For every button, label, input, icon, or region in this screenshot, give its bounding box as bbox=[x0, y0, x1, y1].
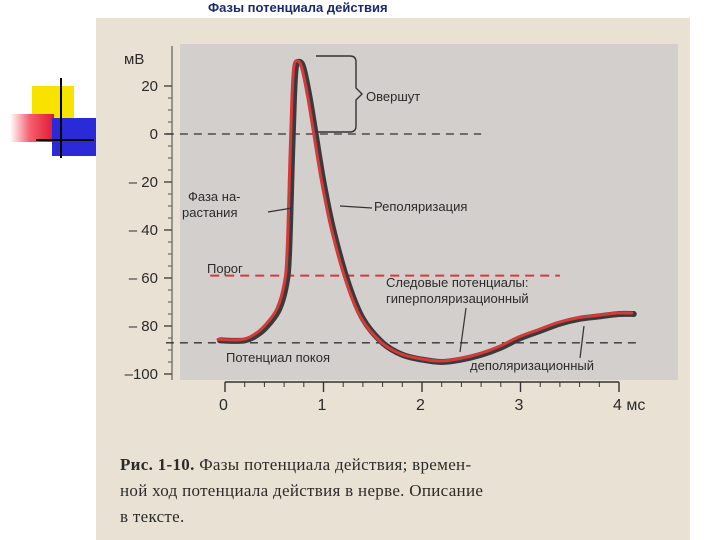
y-tick-label: 0 bbox=[150, 126, 158, 143]
series-point bbox=[631, 312, 633, 314]
annotation-repolarization: Реполяризация bbox=[374, 199, 467, 214]
reference-lines bbox=[165, 133, 639, 344]
annotation-trace-potentials: Следовые потенциалы: bbox=[386, 275, 529, 290]
annotation-hyperpolarization: гиперполяризационный bbox=[386, 291, 529, 306]
series-point bbox=[283, 283, 285, 285]
series-point bbox=[293, 65, 295, 67]
y-tick-label: –100 bbox=[125, 366, 158, 383]
annotation-overshoot: Овершут bbox=[366, 89, 420, 104]
series-point bbox=[399, 353, 401, 355]
y-tick-label: – 60 bbox=[129, 270, 158, 287]
depolarization-pointer bbox=[579, 325, 585, 359]
figure-caption: Рис. 1-10. Фазы потенциала действия; вре… bbox=[120, 452, 660, 530]
y-tick-label: – 40 bbox=[129, 222, 158, 239]
series-point bbox=[439, 360, 441, 362]
decor-vertical-line bbox=[60, 78, 62, 158]
annotation-rising-phase-line1: Фаза на- bbox=[188, 189, 241, 204]
annotation-resting-potential: Потенциал покоя bbox=[226, 350, 330, 365]
series-layer bbox=[216, 58, 637, 365]
annotation-rising-phase-line2: растания bbox=[182, 205, 237, 220]
y-tick-label: 20 bbox=[141, 78, 158, 95]
series-point bbox=[313, 132, 315, 134]
series-point bbox=[289, 156, 291, 158]
series-point bbox=[256, 331, 259, 333]
x-tick-label: 0 bbox=[219, 397, 228, 414]
y-axis-ticks: 20 0 – 20 – 40 – 60 – 80 –100 bbox=[125, 46, 173, 383]
series-point bbox=[478, 353, 480, 355]
series-point bbox=[498, 346, 500, 348]
overshoot-bracket bbox=[316, 55, 363, 133]
caption-figure-label: Рис. 1-10. bbox=[120, 455, 195, 474]
caption-line-1: Фазы потенциала действия; времен- bbox=[199, 455, 472, 474]
series-point bbox=[419, 358, 421, 360]
series-point bbox=[517, 336, 520, 338]
series-point bbox=[380, 341, 382, 343]
y-tick-label: – 80 bbox=[129, 318, 158, 335]
series-point bbox=[577, 317, 579, 319]
series-point bbox=[557, 322, 559, 324]
series-point bbox=[291, 96, 293, 98]
series-point bbox=[266, 322, 268, 324]
rising-phase-pointer bbox=[267, 207, 293, 213]
series-point bbox=[537, 329, 539, 331]
decor-blue-square bbox=[52, 118, 96, 156]
decor-horizontal-line bbox=[36, 139, 94, 141]
x-axis: 0 1 2 3 4 мс bbox=[219, 381, 645, 414]
series-point bbox=[217, 338, 219, 340]
series-point bbox=[616, 312, 618, 314]
series-point bbox=[330, 228, 332, 230]
series-line bbox=[216, 59, 634, 363]
annotation-depolarization: деполяризационный bbox=[470, 358, 594, 373]
series-point bbox=[301, 67, 303, 69]
series-point bbox=[345, 281, 347, 283]
plot-area-background bbox=[180, 44, 678, 380]
y-tick-label: – 20 bbox=[129, 174, 158, 191]
x-tick-label: 1 bbox=[318, 397, 327, 414]
x-tick-label: 4 мс bbox=[613, 397, 645, 414]
series-point bbox=[297, 60, 299, 62]
caption-line-2: ной ход потенциала действия в нерве. Опи… bbox=[120, 481, 484, 500]
series-point bbox=[242, 338, 244, 340]
caption-line-3: в тексте. bbox=[120, 507, 185, 526]
slide-title: Фазы потенциала действия bbox=[208, 0, 388, 15]
x-tick-label: 2 bbox=[416, 397, 425, 414]
series-shadow-line bbox=[217, 58, 637, 365]
y-axis-label: мВ bbox=[124, 51, 144, 68]
hyperpolarization-pointer bbox=[459, 307, 467, 353]
decor-red-gradient-bar bbox=[10, 114, 54, 142]
series-point bbox=[458, 358, 460, 360]
series-point bbox=[307, 96, 309, 98]
series-point bbox=[276, 307, 278, 309]
series-point bbox=[360, 317, 362, 319]
series-point bbox=[286, 252, 288, 254]
series-point bbox=[320, 180, 323, 182]
x-tick-label: 3 bbox=[515, 397, 524, 414]
annotation-threshold: Порог bbox=[207, 261, 243, 276]
repolarization-pointer bbox=[339, 205, 373, 209]
series-point bbox=[596, 314, 598, 316]
